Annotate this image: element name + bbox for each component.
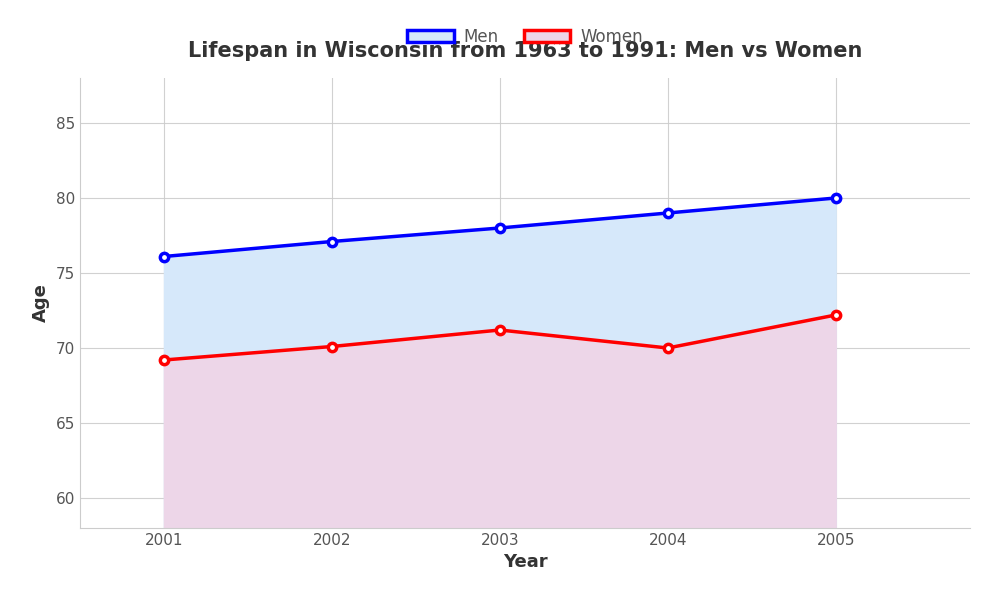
Title: Lifespan in Wisconsin from 1963 to 1991: Men vs Women: Lifespan in Wisconsin from 1963 to 1991:…	[188, 41, 862, 61]
Y-axis label: Age: Age	[32, 284, 50, 322]
Legend: Men, Women: Men, Women	[407, 28, 643, 46]
X-axis label: Year: Year	[503, 553, 547, 571]
